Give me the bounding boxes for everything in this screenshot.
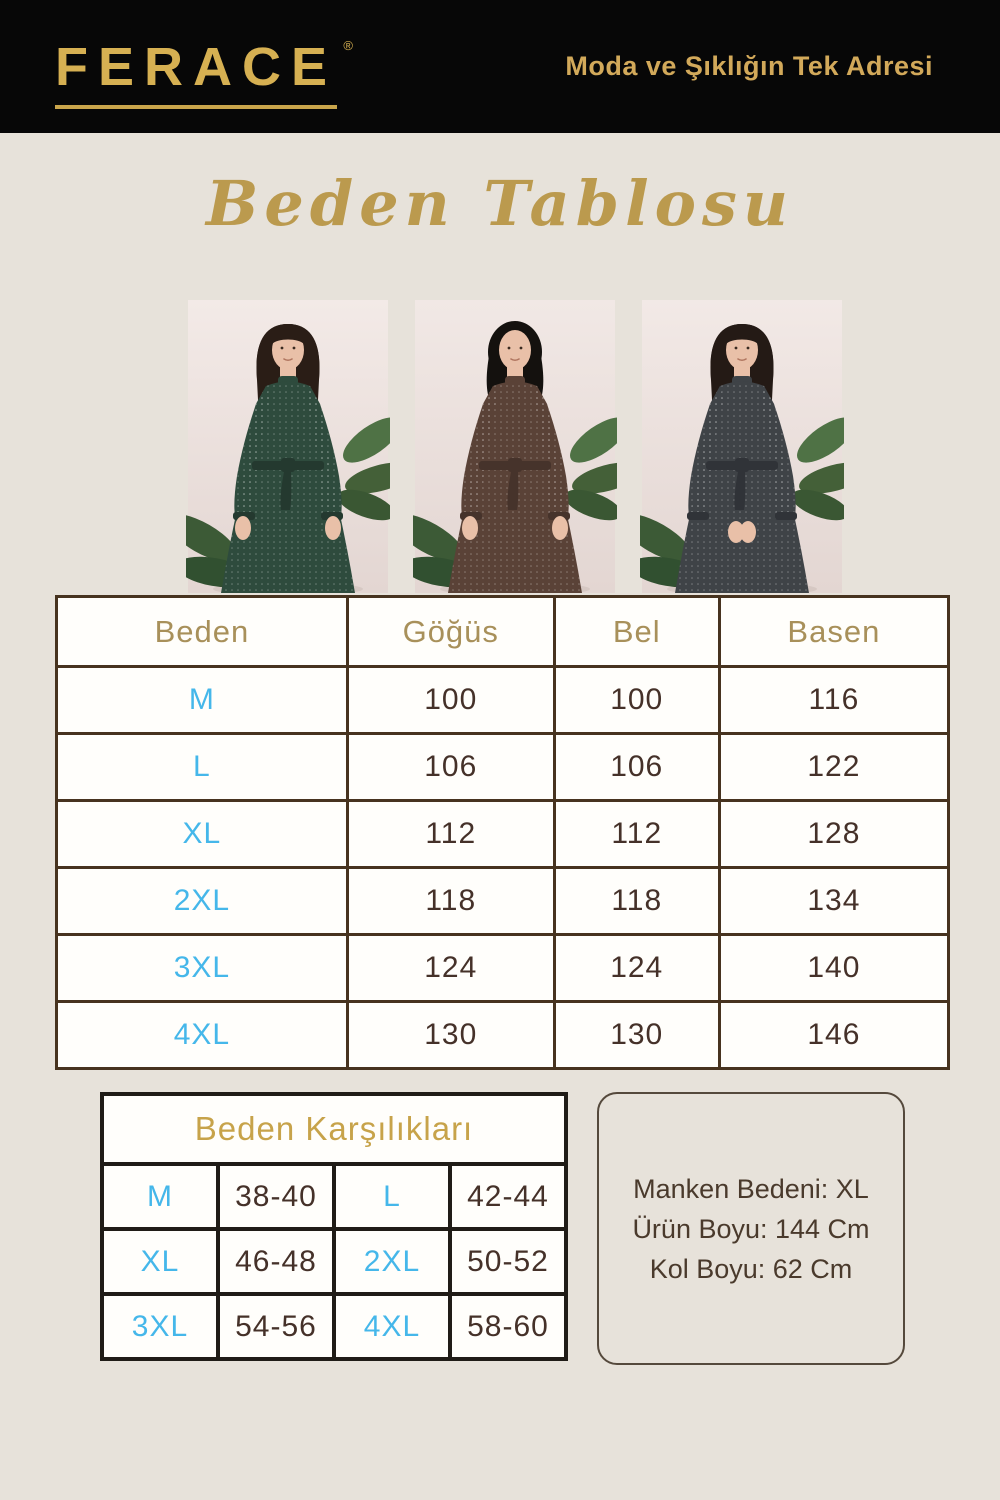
product-info-line: Ürün Boyu: 144 Cm xyxy=(632,1213,870,1244)
measurement-value-cell: 146 xyxy=(717,1000,951,1070)
size-range-cell: 58-60 xyxy=(448,1292,568,1361)
size-table-row: 2XL 118 118 134 xyxy=(55,866,951,936)
measurement-value-cell: 122 xyxy=(717,732,951,802)
brand-logo: FERACE ® xyxy=(55,36,353,109)
size-range-cell: 46-48 xyxy=(216,1227,336,1296)
model-photos-row xyxy=(186,300,844,593)
size-table-row: XL 112 112 128 xyxy=(55,799,951,869)
measurement-value-cell: 112 xyxy=(345,799,556,869)
measurement-value-cell: 118 xyxy=(552,866,721,936)
measurement-value-cell: 100 xyxy=(552,665,721,735)
size-table-row: 4XL 130 130 146 xyxy=(55,1000,951,1070)
size-table-row: 3XL 124 124 140 xyxy=(55,933,951,1003)
column-header-beden: Beden xyxy=(55,595,349,668)
size-range-cell: 38-40 xyxy=(216,1162,336,1231)
size-range-cell: 54-56 xyxy=(216,1292,336,1361)
measurement-value-cell: 106 xyxy=(552,732,721,802)
equivalents-header-row: Beden Karşılıkları xyxy=(100,1092,568,1166)
measurement-value-cell: 112 xyxy=(552,799,721,869)
size-label-cell: 2XL xyxy=(332,1227,452,1296)
size-label-cell: L xyxy=(55,732,349,802)
size-label-cell: L xyxy=(332,1162,452,1231)
model-charcoal-dress-photo xyxy=(640,300,844,593)
measurement-value-cell: 124 xyxy=(345,933,556,1003)
brand-tagline: Moda ve Şıklığın Tek Adresi xyxy=(565,51,933,81)
size-table-row: L 106 106 122 xyxy=(55,732,951,802)
size-label-cell: 2XL xyxy=(55,866,349,936)
size-table-row: M 100 100 116 xyxy=(55,665,951,735)
measurement-value-cell: 124 xyxy=(552,933,721,1003)
measurement-value-cell: 140 xyxy=(717,933,951,1003)
size-label-cell: M xyxy=(55,665,349,735)
size-label-cell: XL xyxy=(55,799,349,869)
model-green-dress-photo xyxy=(186,300,390,593)
header-bar: FERACE ® Moda ve Şıklığın Tek Adresi xyxy=(0,0,1000,133)
size-equivalents-table: Beden Karşılıkları M 38-40 L 42-44 XL 46-48 2X… xyxy=(100,1092,568,1361)
size-label-cell: 3XL xyxy=(100,1292,220,1361)
measurement-value-cell: 130 xyxy=(552,1000,721,1070)
size-label-cell: 4XL xyxy=(55,1000,349,1070)
product-info-line: Manken Bedeni: XL xyxy=(633,1173,869,1204)
page-title: Beden Tablosu xyxy=(206,166,794,240)
measurement-value-cell: 128 xyxy=(717,799,951,869)
brand-logo-text: FERACE xyxy=(55,36,338,109)
measurement-value-cell: 130 xyxy=(345,1000,556,1070)
column-header-bel: Bel xyxy=(552,595,721,668)
size-label-cell: XL xyxy=(100,1227,220,1296)
product-info-line: Kol Boyu: 62 Cm xyxy=(649,1253,853,1284)
measurement-value-cell: 118 xyxy=(345,866,556,936)
size-range-cell: 50-52 xyxy=(448,1227,568,1296)
equivalents-title: Beden Karşılıkları xyxy=(100,1092,568,1166)
measurement-value-cell: 100 xyxy=(345,665,556,735)
size-label-cell: M xyxy=(100,1162,220,1231)
size-range-cell: 42-44 xyxy=(448,1162,568,1231)
equivalents-row: 3XL 54-56 4XL 58-60 xyxy=(100,1292,568,1361)
column-header-gogus: Göğüs xyxy=(345,595,556,668)
registered-trademark-mark: ® xyxy=(343,37,354,53)
measurement-value-cell: 106 xyxy=(345,732,556,802)
size-label-cell: 4XL xyxy=(332,1292,452,1361)
column-header-basen: Basen xyxy=(717,595,951,668)
measurement-value-cell: 116 xyxy=(717,665,951,735)
size-label-cell: 3XL xyxy=(55,933,349,1003)
model-hijab-brown-dress-photo xyxy=(413,300,617,593)
size-table-header-row: Beden Göğüs Bel Basen xyxy=(55,595,951,668)
product-info-box: Manken Bedeni: XL Ürün Boyu: 144 Cm Kol Bo… xyxy=(597,1092,905,1365)
measurement-value-cell: 134 xyxy=(717,866,951,936)
equivalents-row: XL 46-48 2XL 50-52 xyxy=(100,1227,568,1296)
equivalents-row: M 38-40 L 42-44 xyxy=(100,1162,568,1231)
size-measurements-table: Beden Göğüs Bel Basen M 100 100 116 L 106 106 1… xyxy=(55,595,951,1070)
